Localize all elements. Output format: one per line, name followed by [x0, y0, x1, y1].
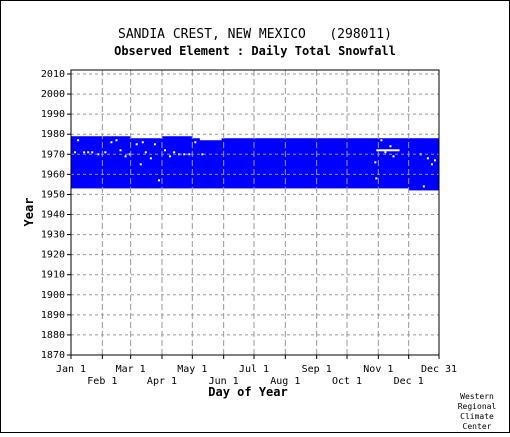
credit-line-2: Regional [458, 402, 497, 411]
coverage-block [130, 138, 163, 189]
x-axis-label: Day of Year [208, 385, 287, 399]
missing-point [110, 141, 113, 144]
missing-point [119, 149, 122, 152]
coverage-block [393, 138, 410, 189]
coverage-block [161, 136, 193, 189]
y-tick-label: 2000 [41, 89, 65, 100]
coverage-block [71, 136, 101, 189]
missing-point [77, 139, 80, 142]
y-tick-label: 1960 [41, 169, 65, 180]
x-tick-label: Aug 1 [270, 376, 300, 387]
y-tick-label: 1940 [41, 210, 65, 221]
wrcc-credit: Western Regional Climate Center [458, 392, 497, 431]
x-tick-label: Apr 1 [147, 376, 177, 387]
y-tick-label: 1980 [41, 129, 65, 140]
missing-point [426, 157, 429, 160]
y-tick-label: 1870 [41, 350, 65, 361]
y-axis-ticks: 1870 1880 1890 1900 1910 1920 1930 1940 1950 1960… [41, 69, 71, 361]
y-tick-label: 2010 [41, 69, 65, 80]
x-tick-label: Jan 1 [56, 364, 86, 375]
coverage-block [192, 138, 200, 189]
plot-area-border [70, 69, 440, 356]
missing-point [433, 159, 436, 162]
y-tick-label: 1920 [41, 250, 65, 261]
x-tick-label: Feb 1 [87, 376, 117, 387]
missing-point [153, 143, 156, 146]
missing-point [380, 139, 383, 142]
missing-point [384, 151, 387, 154]
missing-point [389, 145, 392, 148]
missing-point [135, 143, 138, 146]
missing-point [392, 155, 395, 158]
y-tick-label: 1970 [41, 149, 65, 160]
missing-point [124, 155, 127, 158]
y-tick-label: 1900 [41, 290, 65, 301]
missing-point [183, 153, 186, 156]
x-tick-label: Sep 1 [302, 364, 332, 375]
missing-point [201, 153, 204, 156]
credit-line-3: Climate [460, 412, 494, 421]
credit-line-1: Western [460, 392, 494, 401]
x-tick-label: Dec 1 [394, 376, 424, 387]
missing-point [422, 185, 425, 188]
coverage-layer [71, 136, 440, 191]
credit-line-4: Center [463, 422, 492, 431]
grid-lines [71, 70, 439, 356]
coverage-block [408, 138, 420, 191]
x-tick-label: May 1 [177, 364, 207, 375]
missing-point [115, 139, 118, 142]
x-tick-label: Dec 31 [421, 364, 457, 375]
x-tick-label: Jul 1 [239, 364, 269, 375]
y-tick-label: 1990 [41, 109, 65, 120]
missing-point [149, 157, 152, 160]
missing-point [430, 163, 433, 166]
coverage-block [418, 138, 440, 191]
coverage-block [100, 136, 132, 189]
y-tick-label: 1890 [41, 310, 65, 321]
missing-point [188, 153, 191, 156]
missing-point [74, 151, 77, 154]
coverage-block [221, 138, 379, 189]
y-tick-label: 1880 [41, 330, 65, 341]
missing-point [83, 151, 86, 154]
missing-point [128, 153, 131, 156]
missing-point [91, 151, 94, 154]
missing-point [169, 155, 172, 158]
missing-point [141, 141, 144, 144]
y-tick-label: 1950 [41, 189, 65, 200]
coverage-block [199, 140, 223, 189]
missing-point [164, 149, 167, 152]
x-tick-label: Jun 1 [209, 376, 239, 387]
y-axis-label: Year [22, 198, 36, 227]
x-tick-label: Nov 1 [363, 364, 393, 375]
missing-point [97, 153, 100, 156]
coverage-block [378, 138, 395, 189]
missing-point [157, 179, 160, 182]
y-tick-label: 1910 [41, 270, 65, 281]
chart-title: SANDIA CREST, NEW MEXICO (298011) [118, 27, 392, 42]
x-tick-label: Oct 1 [332, 376, 362, 387]
missing-point [144, 151, 147, 154]
x-axis-ticks: Jan 1 Mar 1 May 1 Jul 1 Sep 1 Nov 1 Dec 31 Feb … [56, 355, 457, 387]
x-tick-label: Mar 1 [116, 364, 146, 375]
missing-run [376, 149, 400, 152]
missing-point [104, 151, 107, 154]
chart-subtitle: Observed Element : Daily Total Snowfall [114, 44, 396, 58]
y-tick-label: 1930 [41, 230, 65, 241]
missing-point [139, 163, 142, 166]
missing-point [173, 151, 176, 154]
missing-point [194, 141, 197, 144]
missing-point [87, 151, 90, 154]
missing-point [375, 177, 378, 180]
missing-point [374, 161, 377, 164]
